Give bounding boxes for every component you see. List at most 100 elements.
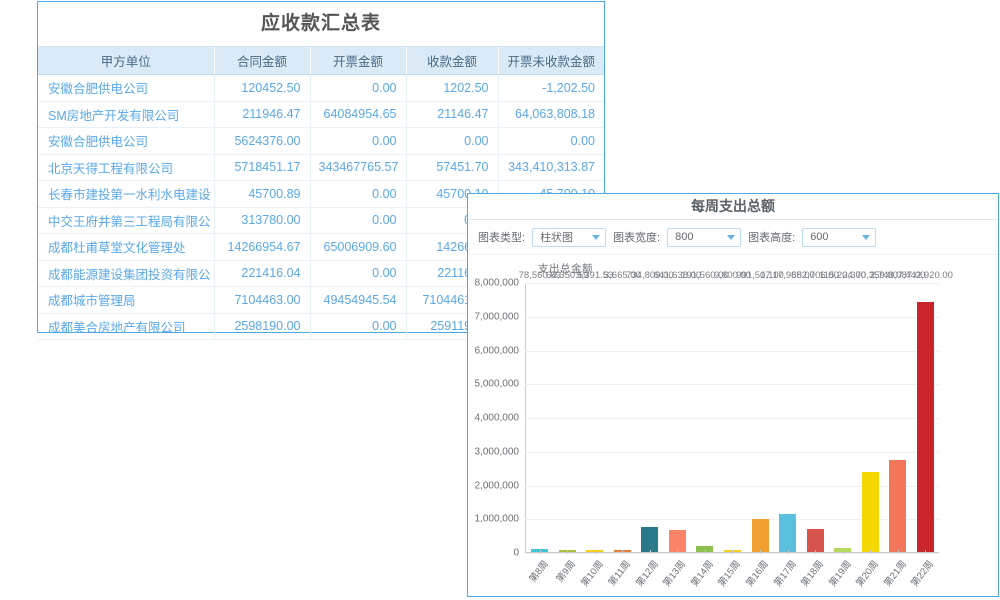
tick-mark <box>539 550 541 554</box>
bar-chart: 8,000,000 7,000,000 6,000,000 5,000,000 4,00… <box>475 270 953 559</box>
tick-mark <box>594 550 596 554</box>
x-tick-slot: 第16周 <box>744 550 774 589</box>
chart-height-label: 图表高度: <box>748 232 796 244</box>
cell-due: 64,063,808.18 <box>498 101 604 128</box>
gridline: 5,000,000 <box>475 379 939 390</box>
cell-contract: 45700.89 <box>214 180 311 208</box>
chart-series-title: 支出总金额 <box>538 263 593 275</box>
bar-value-label: 9,391.53 <box>576 270 614 281</box>
bar[interactable]: 191,560.00 <box>681 270 729 552</box>
cell-party: 成都杜甫草堂文化管理处 <box>38 233 215 261</box>
cell-invoiced: 0.00 <box>310 313 407 340</box>
bar-slot: 78,560.69 <box>519 270 561 552</box>
y-axis-tick-label: 2,000,000 <box>474 480 520 491</box>
column-header-contract-amount[interactable]: 合同金额 <box>214 47 311 75</box>
cell-party: 安徽合肥供电公司 <box>38 127 215 155</box>
bar-slot: 1,117,985.00 <box>760 270 815 552</box>
table-window-title: 应收款汇总表 <box>38 2 604 47</box>
cell-received: 21146.47 <box>406 101 499 128</box>
cell-party: 安徽合肥供电公司 <box>38 74 215 102</box>
bar-slot: 9,391.53 <box>576 270 613 552</box>
gridline: 8,000,000 <box>475 278 939 289</box>
chart-width-select[interactable]: 800 <box>667 227 742 247</box>
chart-height-value: 600 <box>810 231 829 243</box>
tick-mark <box>704 550 706 554</box>
bar-value-label: 9,800.00 <box>713 270 751 281</box>
y-axis-tick-label: 3,000,000 <box>474 446 520 458</box>
column-header-invoiced-amount[interactable]: 开票金额 <box>310 47 407 75</box>
cell-party: 成都能源建设集团投资有限公 <box>38 260 215 287</box>
x-axis-tick-label: 第9周 <box>554 558 579 585</box>
table-row[interactable]: 中交王府井第三工程局有限公 313780.00 0.00 0.00 <box>38 207 604 234</box>
column-header-unreceived-amount[interactable]: 开票未收款金额 <box>498 47 604 75</box>
chevron-down-icon <box>862 235 871 240</box>
tick-mark <box>815 550 817 554</box>
x-tick-slot: 第22周 <box>909 550 939 589</box>
cell-invoiced: 343467765.57 <box>310 154 407 181</box>
tick-mark <box>897 550 899 554</box>
bar[interactable]: 2,370,359.00 <box>842 270 898 552</box>
bar-slot: 3,665.00 <box>604 270 641 552</box>
tick-mark <box>622 550 624 554</box>
chevron-down-icon <box>727 235 736 240</box>
x-axis-tick-label: 第15周 <box>716 558 744 589</box>
x-axis-tick-label: 第17周 <box>771 558 799 589</box>
tick-mark <box>732 550 734 554</box>
bar[interactable]: 1,117,985.00 <box>760 270 815 552</box>
bar-value-label: 682,706.00 <box>791 270 839 281</box>
table-row[interactable]: 北京天得工程有限公司 5718451.17 343467765.57 57451… <box>38 154 604 181</box>
cell-invoiced: 0.00 <box>310 207 407 234</box>
bar[interactable]: 2,748,087.00 <box>870 270 925 552</box>
bar-value-label: 64,350.59 <box>546 270 589 281</box>
x-axis-tick-label: 第20周 <box>854 558 882 589</box>
column-header-received-amount[interactable]: 收款金额 <box>406 47 499 75</box>
bar-slot: 2,370,359.00 <box>842 270 898 552</box>
cell-contract: 5718451.17 <box>214 154 311 181</box>
x-tick-slot: 第20周 <box>854 550 884 589</box>
table-row[interactable]: 安徽合肥供电公司 5624376.00 0.00 0.00 0.00 <box>38 127 604 155</box>
x-axis-tick-label: 第22周 <box>909 558 937 589</box>
tick-mark <box>842 550 844 554</box>
bar-slot: 64,350.59 <box>546 270 588 552</box>
bar[interactable]: 734,809.00 <box>626 270 674 552</box>
y-axis-tick-label: 7,000,000 <box>474 311 520 323</box>
cell-party: 成都美合房地产有限公司 <box>38 313 215 340</box>
bar[interactable]: 991,507.00 <box>736 270 784 552</box>
bar-slot: 991,507.00 <box>736 270 784 552</box>
weekly-expense-chart-window: 每周支出总额 图表类型: 柱状图 图表宽度: 800 图表高度: 600 支出总… <box>467 193 999 597</box>
table-row[interactable]: SM房地产开发有限公司 211946.47 64084954.65 21146.… <box>38 101 604 128</box>
cell-invoiced: 0.00 <box>310 180 407 208</box>
y-axis-tick-label: 4,000,000 <box>474 412 520 424</box>
bar-value-label: 1,117,985.00 <box>760 270 815 281</box>
table-header: 甲方单位 合同金额 开票金额 收款金额 开票未收款金额 <box>38 47 604 75</box>
bar-value-label: 115,204.00 <box>819 270 867 281</box>
chart-type-value: 柱状图 <box>540 232 574 244</box>
x-tick-slot: 第8周 <box>526 550 554 585</box>
table-row[interactable]: 安徽合肥供电公司 120452.50 0.00 1202.50 -1,202.5… <box>38 74 604 102</box>
y-axis-tick-label: 5,000,000 <box>474 378 520 390</box>
bar[interactable]: 7,442,920.00 <box>897 270 953 552</box>
y-axis-tick-label: 0 <box>513 547 519 559</box>
x-axis-line <box>525 552 939 553</box>
cell-invoiced: 0.00 <box>310 74 407 102</box>
x-axis-tick-label: 第11周 <box>606 558 634 589</box>
bar[interactable]: 682,706.00 <box>791 270 839 552</box>
cell-party: 北京天得工程有限公司 <box>38 154 215 181</box>
column-header-party[interactable]: 甲方单位 <box>38 47 215 75</box>
x-axis-tick-label: 第18周 <box>799 558 827 589</box>
chart-height-select[interactable]: 600 <box>802 227 877 247</box>
table-header-row: 甲方单位 合同金额 开票金额 收款金额 开票未收款金额 <box>38 47 604 75</box>
x-axis-tick-label: 第12周 <box>634 558 661 589</box>
bar[interactable]: 641,638.00 <box>654 270 701 552</box>
cell-invoiced: 49454945.54 <box>310 286 407 314</box>
x-axis-tick-label: 第19周 <box>826 558 854 589</box>
chart-type-select[interactable]: 柱状图 <box>532 227 607 247</box>
cell-contract: 14266954.67 <box>214 233 311 261</box>
cell-party: 成都城市管理局 <box>38 286 215 314</box>
cell-due: -1,202.50 <box>498 74 604 102</box>
cell-received: 57451.70 <box>406 154 499 181</box>
x-axis-tick-label: 第14周 <box>689 558 716 589</box>
bar-value-label: 78,560.69 <box>518 270 561 281</box>
cell-party: SM房地产开发有限公司 <box>38 101 215 128</box>
